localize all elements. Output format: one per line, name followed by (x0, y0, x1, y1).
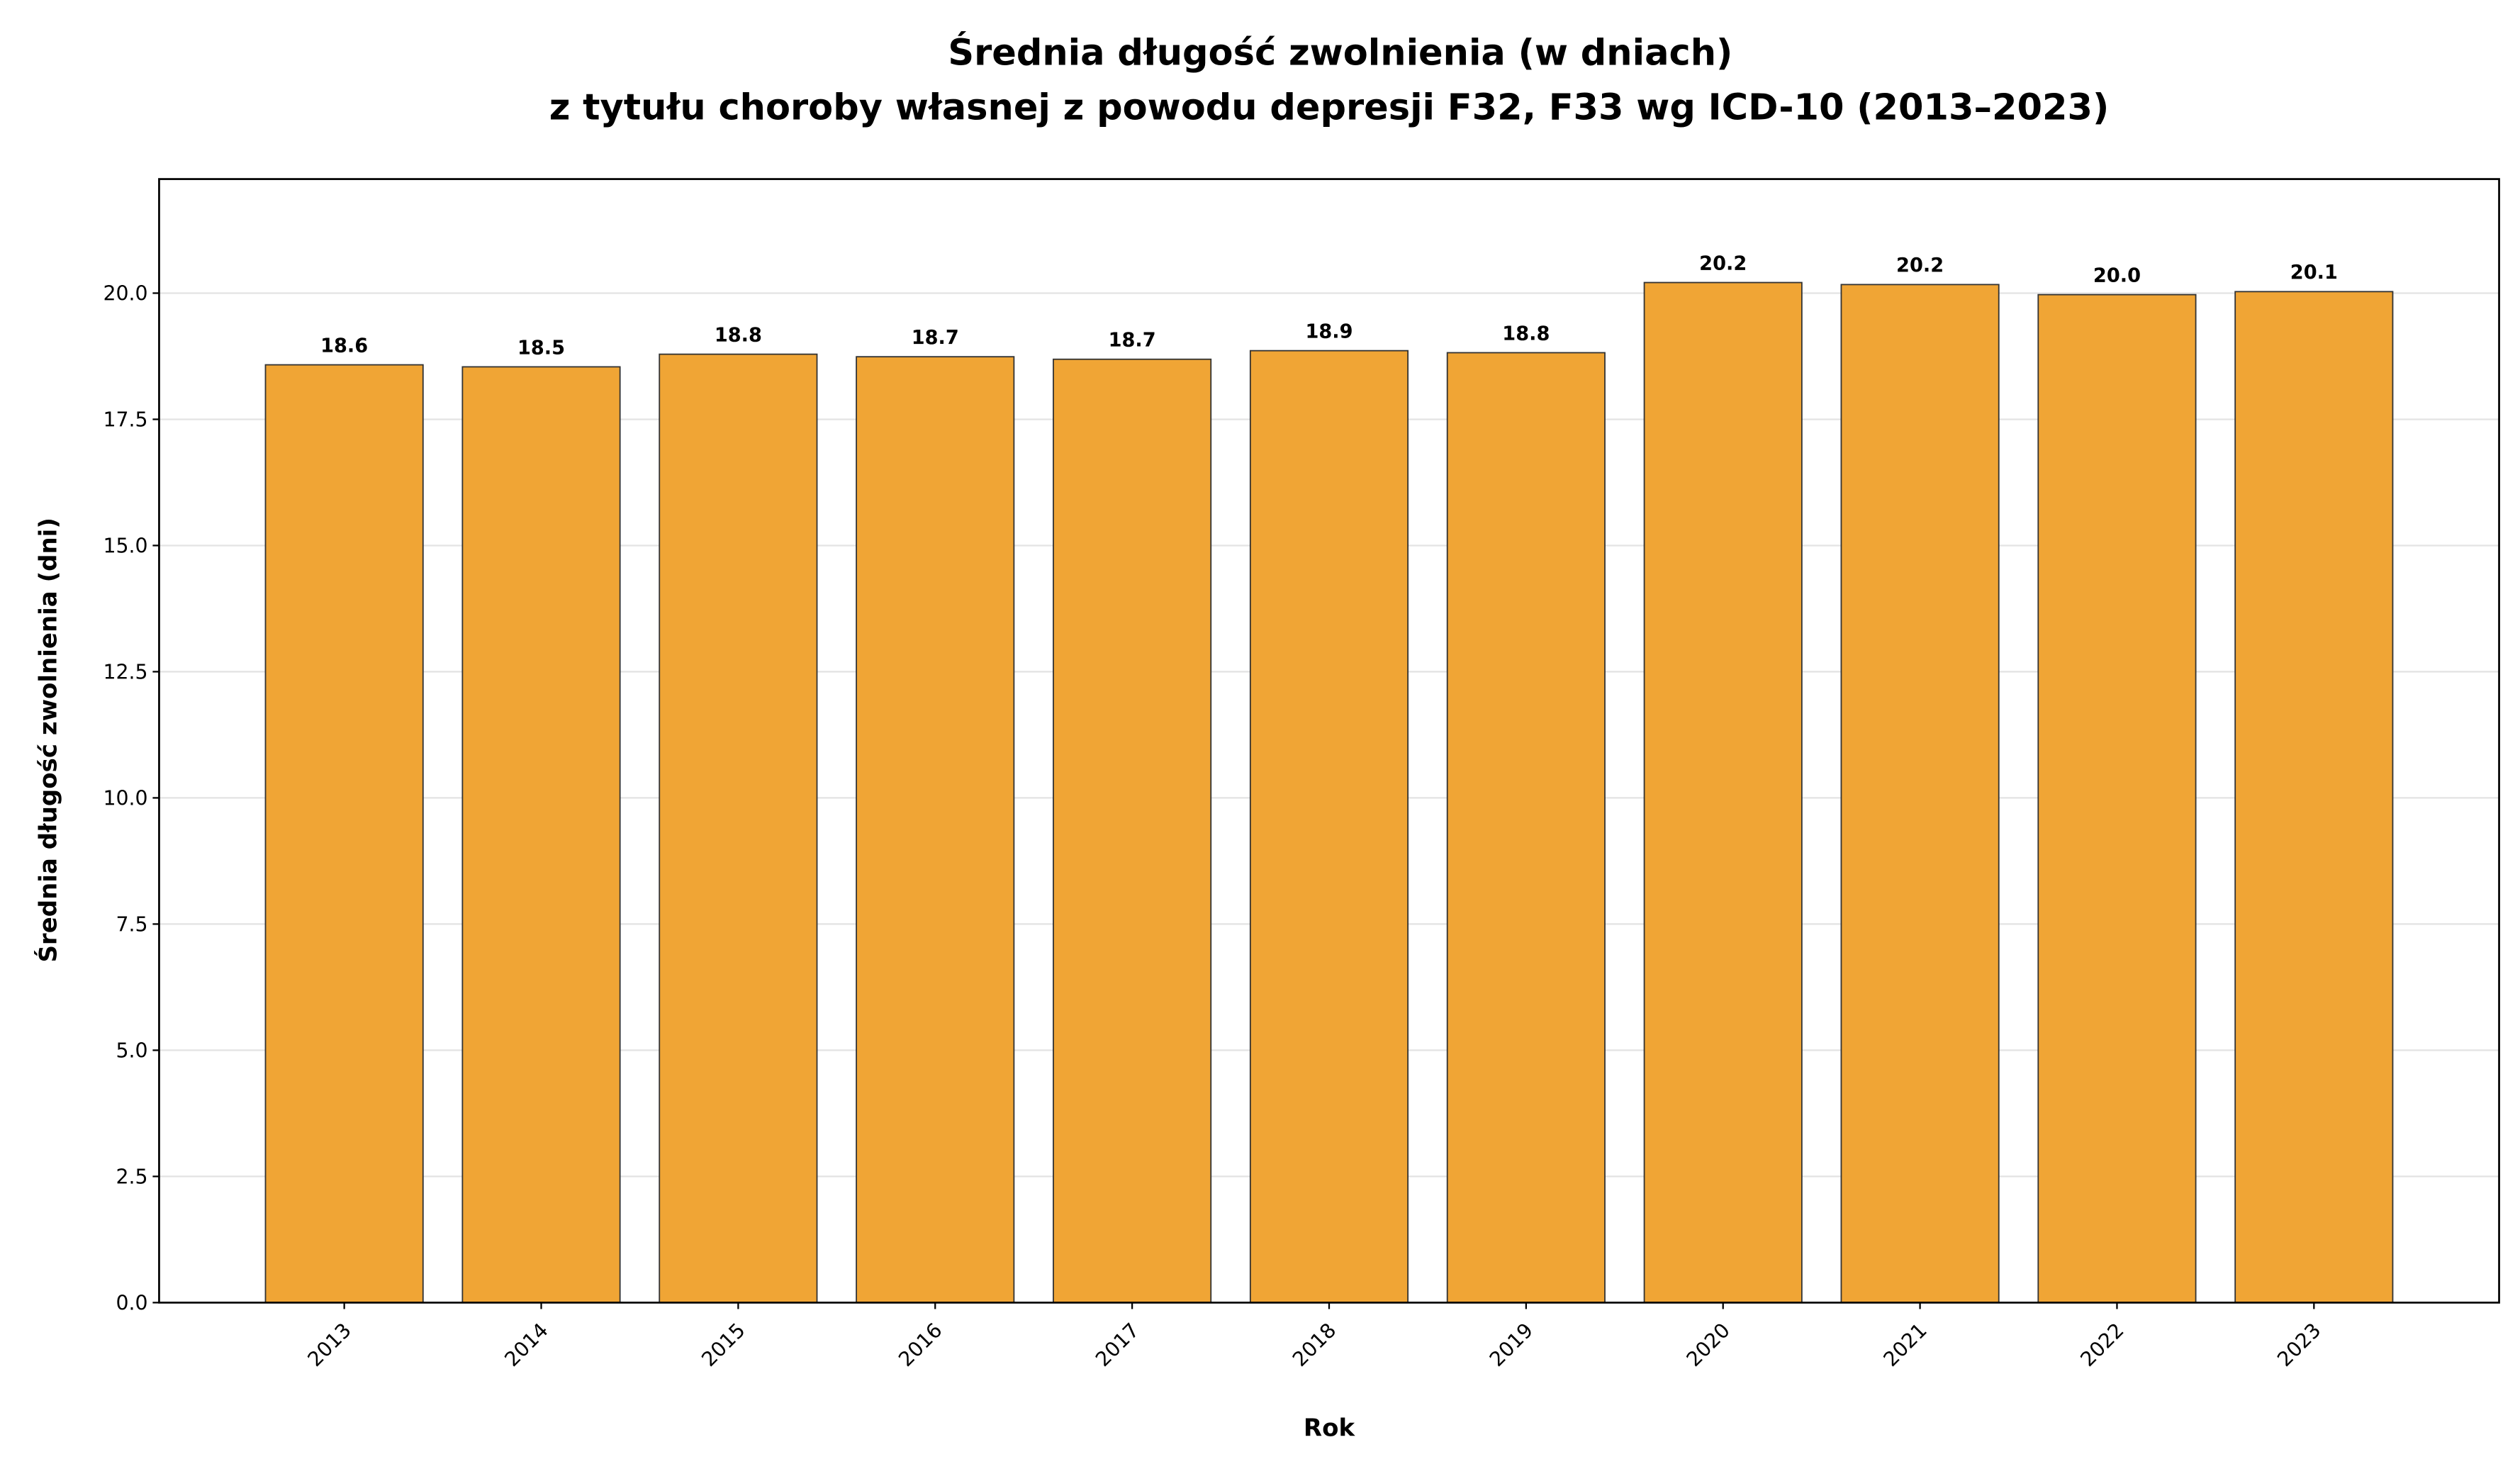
y-tick-label: 2.5 (116, 1166, 148, 1189)
y-tick-label: 12.5 (103, 661, 148, 684)
bar-2020 (1643, 281, 1803, 1304)
y-tick-label: 17.5 (103, 408, 148, 432)
x-tick-label: 2014 (500, 1319, 552, 1371)
y-tick-label: 5.0 (116, 1039, 148, 1063)
bar-2015 (659, 353, 818, 1304)
y-tick-label: 10.0 (103, 787, 148, 810)
bar-2014 (461, 366, 621, 1304)
data-label-2020: 20.2 (1699, 252, 1747, 274)
bar-2017 (1053, 358, 1212, 1304)
bar-2021 (1840, 284, 2000, 1304)
plot-frame (158, 178, 2500, 1304)
bar-2018 (1249, 350, 1409, 1304)
x-tick-label: 2013 (303, 1319, 356, 1371)
data-label-2016: 18.7 (912, 327, 959, 349)
bar-2013 (264, 364, 424, 1304)
x-tick-label: 2017 (1091, 1319, 1143, 1371)
data-label-2013: 18.6 (320, 335, 368, 357)
data-label-2015: 18.8 (715, 324, 762, 346)
x-tick-label: 2022 (2076, 1319, 2128, 1371)
y-tick-label: 15.0 (103, 535, 148, 558)
bar-2023 (2234, 291, 2394, 1304)
x-tick-label: 2015 (697, 1319, 749, 1371)
bar-2016 (856, 356, 1015, 1304)
x-tick-label: 2019 (1485, 1319, 1538, 1371)
data-label-2022: 20.0 (2093, 264, 2141, 286)
chart-title-line-2: z tytułu choroby własnej z powodu depres… (549, 87, 2110, 129)
data-label-2019: 18.8 (1502, 323, 1550, 345)
data-label-2017: 18.7 (1109, 330, 1156, 352)
bars (264, 281, 2394, 1304)
data-label-2014: 18.5 (517, 337, 565, 359)
y-axis-label: Średnia długość zwolnienia (dni) (33, 518, 62, 962)
x-axis-label: Rok (1304, 1414, 1356, 1443)
data-labels: 18.6 18.5 18.8 18.7 18.7 18.9 18.8 20.2 20.2 20.0… (320, 252, 2338, 359)
data-label-2021: 20.2 (1896, 255, 1944, 276)
x-axis-ticks: 2013 2014 2015 2016 2017 2018 2019 2020 2021 2022… (303, 1302, 2326, 1371)
y-axis-ticks: 0.0 2.5 5.0 7.5 10.0 12.5 15.0 17.5 20.0 (103, 282, 159, 1315)
x-tick-label: 2023 (2273, 1319, 2325, 1371)
x-tick-label: 2016 (894, 1319, 946, 1371)
y-tick-label: 0.0 (116, 1292, 148, 1315)
x-tick-label: 2018 (1288, 1319, 1340, 1371)
data-label-2023: 20.1 (2290, 262, 2338, 284)
x-tick-label: 2021 (1879, 1319, 1932, 1371)
x-tick-label: 2020 (1682, 1319, 1735, 1371)
bar-2022 (2037, 294, 2197, 1304)
bar-2019 (1446, 352, 1606, 1304)
chart-title-line-1: Średnia długość zwolnienia (w dniach) (948, 30, 1732, 74)
y-tick-label: 20.0 (103, 282, 148, 306)
y-tick-label: 7.5 (116, 913, 148, 937)
data-label-2018: 18.9 (1305, 320, 1353, 342)
